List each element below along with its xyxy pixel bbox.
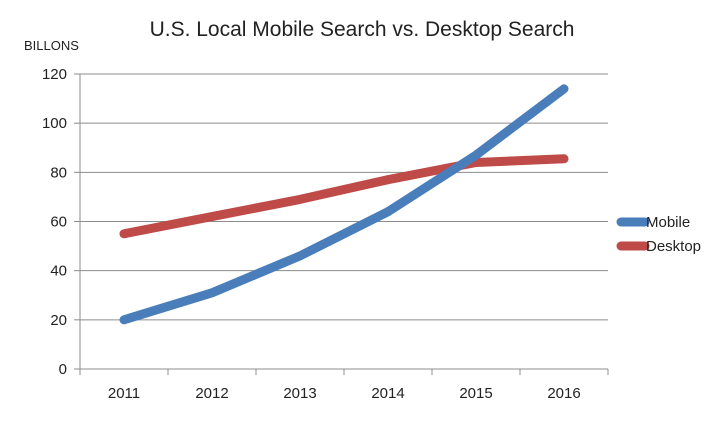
data-point-desktop-2011 <box>123 233 125 235</box>
chart-title: U.S. Local Mobile Search vs. Desktop Sea… <box>150 18 575 41</box>
y-tick-label-60: 60 <box>50 214 67 231</box>
series-line-mobile <box>119 84 569 325</box>
data-point-mobile-2011 <box>123 319 125 321</box>
y-tick-label-120: 120 <box>42 66 67 83</box>
data-point-mobile-2014 <box>387 211 389 213</box>
x-tick-labels: 2011 2012 2013 2014 2015 2016 <box>108 385 581 402</box>
data-point-desktop-2015 <box>475 162 477 163</box>
data-point-mobile-2012 <box>211 292 213 294</box>
y-tick-labels: 0 20 40 60 80 100 120 <box>42 66 67 378</box>
x-tick-label-2013: 2013 <box>283 385 316 402</box>
series-lines <box>119 84 569 325</box>
data-point-desktop-2014 <box>387 179 389 181</box>
data-point-desktop-2013 <box>299 198 301 200</box>
data-point-desktop-2012 <box>211 216 213 218</box>
y-tick-label-80: 80 <box>50 164 67 181</box>
x-tick-label-2011: 2011 <box>108 385 140 402</box>
x-tick-label-2015: 2015 <box>459 385 492 402</box>
legend: Mobile Desktop <box>616 214 701 255</box>
x-tick-label-2016: 2016 <box>547 385 580 402</box>
data-point-mobile-2015 <box>475 154 477 156</box>
x-tick-label-2014: 2014 <box>371 385 404 402</box>
series-line-desktop <box>119 154 569 239</box>
y-tick-label-20: 20 <box>50 312 67 329</box>
data-point-desktop-2016 <box>563 158 565 160</box>
legend-label-mobile: Mobile <box>646 214 690 231</box>
legend-label-desktop: Desktop <box>646 238 701 255</box>
data-point-mobile-2016 <box>563 88 565 90</box>
y-axis-unit-label: BILLONS <box>24 38 79 53</box>
x-tick-label-2012: 2012 <box>195 385 228 402</box>
axes <box>74 73 609 375</box>
data-point-mobile-2013 <box>299 255 301 257</box>
y-tick-label-40: 40 <box>50 263 67 280</box>
y-tick-label-0: 0 <box>59 361 67 378</box>
y-tick-label-100: 100 <box>42 115 67 132</box>
